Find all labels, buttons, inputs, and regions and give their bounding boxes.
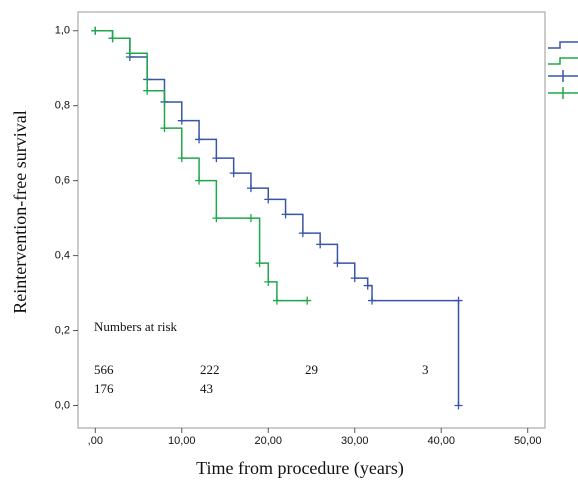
x-tick-label: 30,00: [341, 435, 369, 447]
y-tick-label: 0,4: [55, 250, 70, 262]
censor-mark: [264, 277, 273, 286]
censor-mark: [177, 116, 186, 125]
x-axis-label: Time from procedure (years): [196, 458, 404, 479]
legend-symbol: [548, 70, 578, 82]
censor-mark: [195, 135, 204, 144]
x-tick-label: ,00: [88, 435, 103, 447]
censor-mark: [125, 49, 134, 58]
y-tick-label: 0,6: [55, 175, 70, 187]
x-tick-label: 40,00: [427, 435, 455, 447]
risk-count: 43: [200, 381, 213, 396]
censor-mark: [303, 296, 312, 305]
legend-symbol: [548, 87, 578, 99]
survival-line: [95, 29, 308, 302]
censor-mark: [454, 296, 463, 305]
risk-count: 3: [422, 362, 429, 377]
censor-mark: [368, 296, 377, 305]
censor-mark: [298, 229, 307, 238]
risk-table-title: Numbers at risk: [94, 319, 178, 334]
legend-symbol: [548, 57, 578, 65]
censor-mark: [212, 154, 221, 163]
x-tick-label: 50,00: [514, 435, 542, 447]
y-tick-label: 0,2: [55, 324, 70, 336]
censor-mark: [160, 124, 169, 133]
censor-mark: [229, 169, 238, 178]
y-tick-label: 0,8: [55, 100, 70, 112]
y-axis-label: Reintervention-free survival: [10, 110, 30, 313]
x-tick-label: 20,00: [254, 435, 282, 447]
y-tick-label: 1,0: [55, 25, 70, 37]
censor-mark: [143, 86, 152, 95]
censor-mark: [108, 34, 117, 43]
censor-mark: [316, 240, 325, 249]
censor-mark: [333, 259, 342, 268]
censor-mark: [350, 274, 359, 283]
censor-mark: [454, 401, 463, 410]
censor-mark: [264, 195, 273, 204]
risk-count: 566: [94, 362, 114, 377]
plot-frame: [77, 11, 546, 429]
survival-line: [95, 29, 460, 406]
y-tick-label: 0,0: [55, 399, 70, 411]
censor-mark: [246, 214, 255, 223]
risk-count: 176: [94, 381, 114, 396]
censor-mark: [281, 210, 290, 219]
censor-mark: [255, 259, 264, 268]
x-tick-label: 10,00: [168, 435, 196, 447]
censor-mark: [272, 296, 281, 305]
censor-mark: [212, 214, 221, 223]
legend: [548, 41, 578, 99]
censor-mark: [246, 184, 255, 193]
risk-count: 29: [305, 362, 318, 377]
censor-mark: [195, 176, 204, 185]
censor-mark: [91, 26, 100, 35]
legend-symbol: [548, 41, 578, 49]
risk-count: 222: [200, 362, 220, 377]
censor-mark: [177, 154, 186, 163]
censor-mark: [363, 281, 372, 290]
